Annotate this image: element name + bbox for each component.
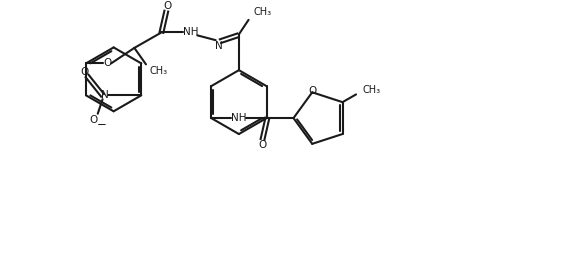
- Text: N: N: [215, 41, 222, 51]
- Text: NH: NH: [183, 27, 198, 37]
- Text: CH₃: CH₃: [363, 85, 381, 94]
- Text: CH₃: CH₃: [254, 7, 272, 17]
- Text: CH₃: CH₃: [150, 66, 168, 76]
- Text: O: O: [90, 116, 98, 125]
- Text: N: N: [101, 90, 108, 100]
- Text: O: O: [259, 140, 267, 150]
- Text: O: O: [80, 67, 88, 77]
- Text: O: O: [163, 1, 171, 11]
- Text: O: O: [308, 86, 316, 96]
- Text: O: O: [103, 58, 112, 68]
- Text: NH: NH: [230, 113, 246, 123]
- Text: −: −: [97, 118, 106, 131]
